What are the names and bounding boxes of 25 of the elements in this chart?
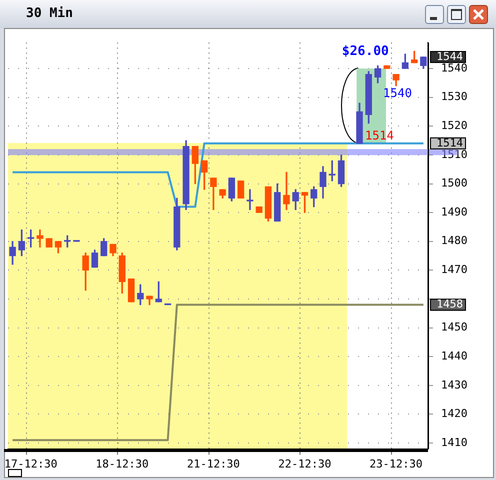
y-tick-label: 1500 (441, 176, 468, 190)
annotation: $26.00 (342, 44, 390, 59)
y-tick-label: 1520 (441, 119, 468, 132)
y-tick-label: 1480 (441, 234, 468, 248)
x-tick-label: 21-12:30 (186, 457, 240, 470)
y-tick-label: 1470 (441, 263, 468, 276)
y-tick-label: 1420 (441, 407, 468, 420)
y-tick-label: 1490 (441, 205, 468, 218)
annotation: 1514 (436, 136, 464, 150)
chart-title: 30 Min (26, 6, 73, 21)
y-tick-label: 1510 (441, 148, 468, 161)
x-tick-label: 22-12:30 (278, 457, 332, 470)
x-tick-label: 23-12:30 (370, 457, 423, 470)
annotation: 1514 (365, 128, 394, 143)
y-tick-label: 1430 (441, 378, 468, 392)
x-tick-label: 17-12:30 (4, 457, 58, 470)
annotation: 1540 (383, 86, 412, 100)
y-tick-label: 1530 (441, 90, 468, 104)
y-tick-label: 1410 (441, 436, 468, 449)
annotation: 1544 (436, 50, 464, 63)
y-tick-label: 1540 (441, 61, 468, 74)
annotation: 1458 (436, 298, 463, 311)
y-tick-label: 1450 (441, 320, 468, 334)
y-tick-label: 1440 (441, 349, 468, 362)
x-tick-label: 18-12:30 (96, 457, 149, 470)
